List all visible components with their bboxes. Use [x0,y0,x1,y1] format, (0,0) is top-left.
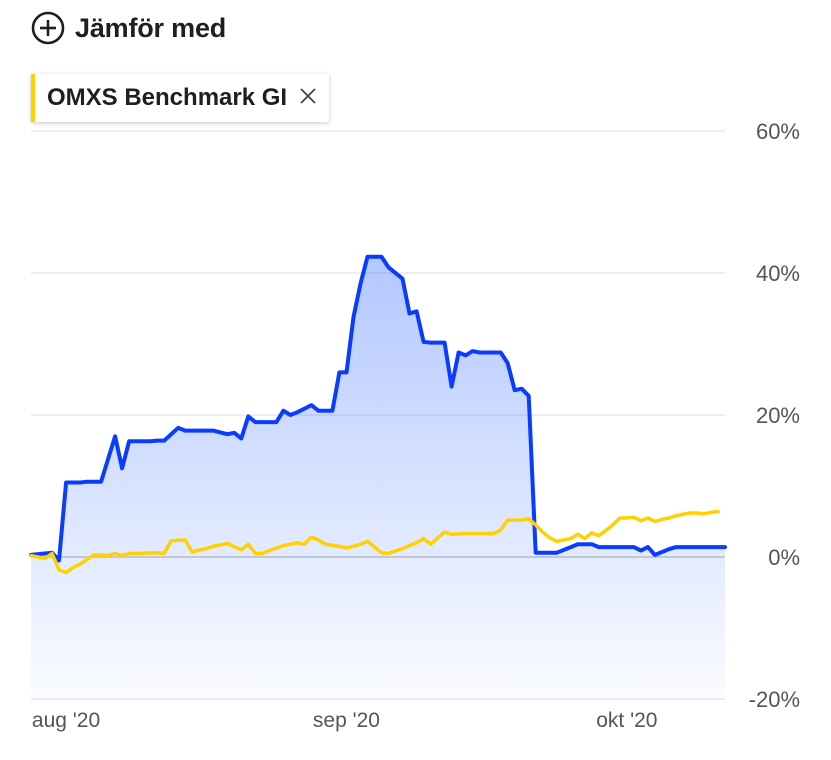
plus-circle-icon [31,11,65,45]
y-tick-label: 20% [756,403,800,428]
compare-label: Jämför med [75,12,227,43]
x-tick-label: sep '20 [313,709,380,732]
chip-label: OMXS Benchmark GI [47,84,288,111]
chip-color-marker [31,74,35,122]
series-line-benchmark [29,509,720,575]
compare-button[interactable]: Jämför med [31,10,226,46]
y-tick-label: 40% [756,261,800,286]
comparison-chip: OMXS Benchmark GI [31,74,330,122]
y-tick-label: 60% [756,119,800,144]
series-area-fill [31,256,725,699]
y-tick-label: 0% [768,545,800,570]
close-icon[interactable] [299,87,317,110]
x-tick-label: okt '20 [596,709,657,732]
x-tick-label: aug '20 [32,709,100,732]
y-tick-label: -20% [749,687,800,712]
series-line-stock [29,254,727,563]
